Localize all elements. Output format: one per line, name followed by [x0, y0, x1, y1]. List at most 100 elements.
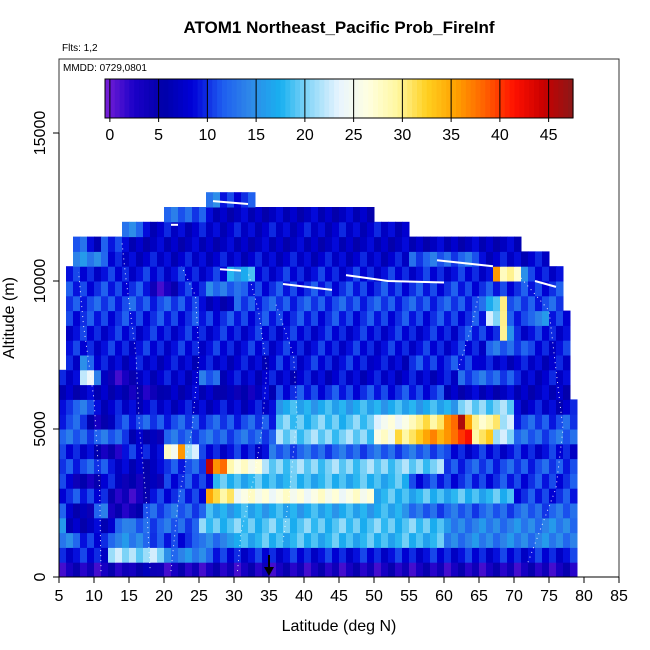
heatmap-cell: [136, 517, 144, 534]
heatmap-cell: [304, 443, 312, 460]
heatmap-cell: [486, 281, 494, 297]
heatmap-cell: [542, 503, 550, 519]
heatmap-cell: [493, 236, 501, 252]
heatmap-cell: [94, 369, 102, 386]
colorbar-step: [504, 79, 511, 118]
heatmap-cell: [276, 399, 284, 415]
heatmap-cell: [199, 310, 207, 326]
colorbar-step: [134, 79, 140, 118]
colorbar-step: [158, 79, 165, 118]
heatmap-cell: [500, 503, 508, 519]
heatmap-cell: [115, 532, 123, 548]
heatmap-cell: [227, 325, 235, 341]
heatmap-cell: [374, 384, 382, 400]
heatmap-cell: [150, 325, 158, 341]
heatmap-cell: [381, 266, 389, 282]
heatmap-cell: [367, 325, 375, 341]
heatmap-cell: [507, 414, 515, 430]
flight-track-lines: [78, 200, 564, 572]
heatmap-cell: [269, 281, 277, 297]
x-tick-label: 45: [330, 588, 348, 605]
heatmap-cell: [395, 414, 403, 430]
y-tick-label: 15000: [32, 111, 49, 156]
colorbar-step: [105, 79, 111, 118]
heatmap-cell: [486, 488, 494, 504]
heatmap-cell: [374, 414, 382, 430]
heatmap-cell: [479, 517, 487, 534]
heatmap-cell: [332, 281, 340, 297]
heatmap-cell: [493, 295, 501, 312]
heatmap-cell: [381, 488, 389, 504]
heatmap-cell: [472, 295, 480, 312]
heatmap-cell: [409, 458, 417, 474]
heatmap-cell: [570, 473, 578, 489]
heatmap-cell: [178, 503, 186, 519]
heatmap-cell: [171, 369, 179, 386]
heatmap-cell: [178, 384, 186, 400]
heatmap-cell: [108, 562, 116, 578]
heatmap-cell: [500, 443, 508, 460]
heatmap-cell: [213, 325, 221, 341]
heatmap-cell: [325, 488, 333, 504]
heatmap-cell: [528, 266, 536, 282]
heatmap-cell: [255, 325, 263, 341]
heatmap-cell: [423, 281, 431, 297]
heatmap-cell: [171, 221, 179, 238]
heatmap-cell: [486, 429, 494, 445]
heatmap-cell: [374, 443, 382, 460]
heatmap-cell: [276, 207, 284, 223]
heatmap-cell: [430, 236, 438, 252]
heatmap-cell: [451, 503, 459, 519]
heatmap-cell: [402, 473, 410, 489]
heatmap-cell: [178, 369, 186, 386]
heatmap-cell: [227, 547, 235, 563]
heatmap-cell: [486, 517, 494, 534]
heatmap-cell: [402, 340, 410, 356]
heatmap-cell: [395, 443, 403, 460]
heatmap-cell: [87, 399, 95, 415]
heatmap-cell: [360, 458, 368, 474]
heatmap-cell: [122, 384, 130, 400]
heatmap-cell: [192, 443, 200, 460]
heatmap-cell: [444, 414, 452, 430]
heatmap-cell: [297, 207, 305, 223]
heatmap-cell: [472, 266, 480, 282]
heatmap-cell: [346, 369, 354, 386]
heatmap-cell: [325, 384, 333, 400]
heatmap-cell: [192, 207, 200, 223]
heatmap-cell: [486, 443, 494, 460]
colorbar-step: [256, 79, 262, 118]
heatmap-cell: [199, 517, 207, 534]
colorbar-step: [412, 79, 418, 118]
heatmap-cell: [87, 369, 95, 386]
heatmap-cell: [199, 532, 207, 548]
heatmap-cell: [269, 488, 277, 504]
heatmap-cell: [143, 340, 151, 356]
colorbar-frame: [104, 78, 574, 119]
heatmap-cell: [493, 562, 501, 578]
heatmap-cell: [507, 251, 515, 267]
colorbar-step: [358, 79, 364, 118]
heatmap-cell: [171, 340, 179, 356]
heatmap-cell: [388, 236, 396, 252]
heatmap-cell: [388, 310, 396, 326]
heatmap-cell: [458, 251, 466, 267]
heatmap-cell: [535, 281, 543, 297]
heatmap-cell: [59, 503, 67, 519]
heatmap-cell: [318, 562, 326, 578]
heatmap-cell: [192, 414, 200, 430]
heatmap-cell: [234, 503, 242, 519]
colorbar-tick-label: 30: [393, 127, 411, 144]
heatmap-cell: [430, 562, 438, 578]
heatmap-cell: [465, 310, 473, 326]
heatmap-cell: [206, 384, 214, 400]
heatmap-cell: [171, 503, 179, 519]
heatmap-cell: [472, 281, 480, 297]
heatmap-cell: [423, 414, 431, 430]
heatmap-cell: [87, 295, 95, 312]
heatmap-cell: [416, 236, 424, 252]
heatmap-cell: [80, 251, 88, 267]
heatmap-cell: [227, 517, 235, 534]
heatmap-cell: [87, 547, 95, 563]
heatmap-cell: [297, 458, 305, 474]
